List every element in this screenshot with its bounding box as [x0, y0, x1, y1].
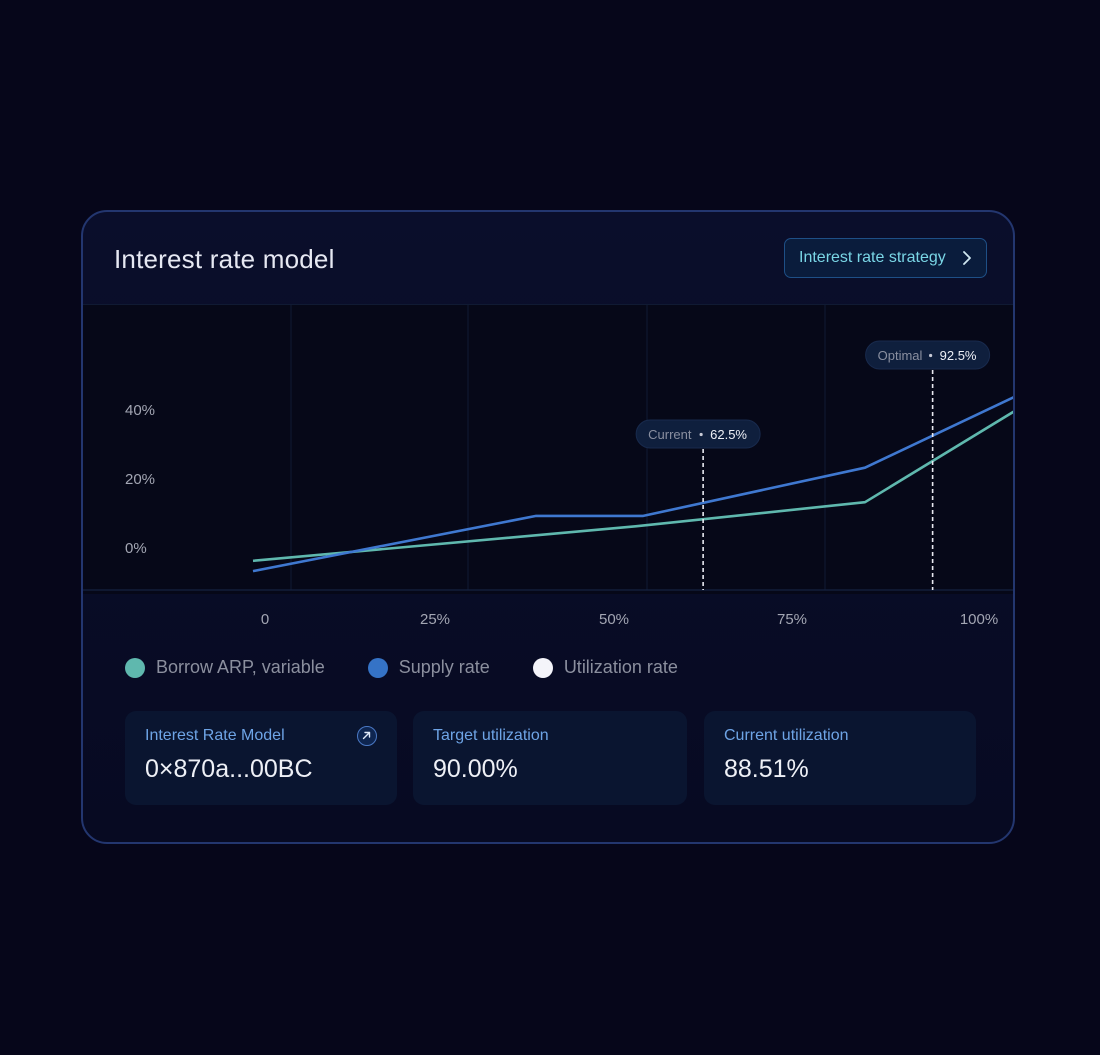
current-marker-label: Current	[648, 427, 692, 442]
x-tick-label: 50%	[599, 611, 629, 628]
interest-rate-strategy-button[interactable]: Interest rate strategy	[784, 238, 987, 278]
interest-rate-chart: 40% 20% 0% 0 25% 50% 75% 100% Current 62.5% Optima…	[83, 304, 1013, 628]
stat-value-model: 0×870a...00BC	[145, 755, 313, 783]
legend-label-utilization: Utilization rate	[563, 657, 678, 677]
stat-target-utilization: Target utilization 90.00%	[413, 711, 687, 805]
marker-separator-dot	[699, 432, 703, 437]
x-tick-label: 25%	[420, 611, 450, 628]
x-tick-label: 0	[261, 611, 269, 628]
interest-rate-model-card: Interest rate model Interest rate strate…	[81, 210, 1015, 844]
optimal-marker-pill	[865, 340, 991, 370]
stat-label-target: Target utilization	[433, 727, 549, 744]
x-tick-label: 100%	[960, 611, 998, 628]
marker-separator-dot	[929, 353, 933, 358]
legend-item-supply: Supply rate	[367, 657, 490, 678]
legend-item-utilization: Utilization rate	[532, 657, 678, 678]
y-tick-label: 20%	[125, 471, 155, 488]
stat-value-current: 88.51%	[724, 755, 809, 783]
chart-legend: Borrow ARP, variable Supply rate Utiliza…	[125, 657, 721, 678]
borrow-rate-line	[252, 410, 1013, 563]
stat-current-utilization: Current utilization 88.51%	[704, 711, 976, 805]
stat-label-model: Interest Rate Model	[145, 727, 285, 744]
stat-interest-rate-model: Interest Rate Model 0×870a...00BC	[125, 711, 397, 805]
legend-item-borrow: Borrow ARP, variable	[125, 657, 325, 678]
y-tick-label: 0%	[125, 540, 147, 557]
current-marker-value: 62.5%	[710, 427, 747, 442]
optimal-marker-value: 92.5%	[940, 348, 977, 363]
external-link-button[interactable]	[357, 726, 377, 746]
current-marker-pill	[635, 419, 761, 449]
utilization-legend-dot	[532, 657, 553, 678]
optimal-marker-label: Optimal	[878, 348, 923, 363]
strategy-button-label: Interest rate strategy	[799, 249, 946, 266]
supply-legend-dot	[367, 657, 388, 678]
supply-rate-line	[252, 396, 1013, 573]
legend-label-borrow: Borrow ARP, variable	[156, 657, 325, 677]
stat-value-target: 90.00%	[433, 755, 518, 783]
x-tick-label: 75%	[777, 611, 807, 628]
y-tick-label: 40%	[125, 402, 155, 419]
arrow-up-right-icon	[362, 731, 371, 740]
legend-label-supply: Supply rate	[398, 657, 490, 677]
chart-area: 40% 20% 0% 0 25% 50% 75% 100% Current 62.5% Optima…	[83, 304, 1013, 628]
card-title: Interest rate model	[114, 244, 335, 274]
stat-label-current: Current utilization	[724, 727, 849, 744]
chevron-right-icon	[963, 251, 971, 265]
borrow-legend-dot	[125, 657, 145, 678]
